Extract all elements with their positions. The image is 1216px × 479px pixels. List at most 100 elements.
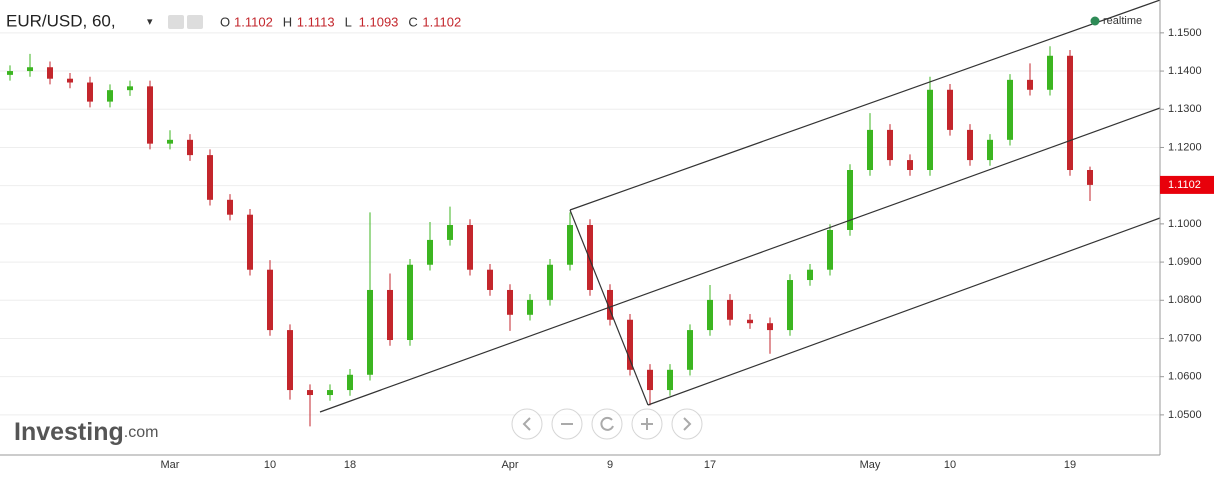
y-tick-label: 1.0800 <box>1168 294 1202 306</box>
candle-body <box>647 369 653 391</box>
candle-body <box>547 264 553 300</box>
axis-labels: 1.0500 1.0600 1.0700 1.0800 1.0900 1.1000 1.11… <box>161 27 1214 471</box>
candle-body <box>1087 170 1093 185</box>
x-tick-label: 9 <box>607 459 613 471</box>
candle-body <box>147 86 153 144</box>
candle-body <box>567 225 573 265</box>
y-tick-label: 1.1200 <box>1168 141 1202 153</box>
watermark-brand: Investing <box>14 418 124 446</box>
candle-body <box>227 199 233 215</box>
ohlc: O 1.1102 H 1.1113 L 1.1093 C 1.1102 <box>220 14 461 29</box>
settings-button[interactable] <box>187 15 203 29</box>
candle-body <box>1067 55 1073 171</box>
channel-median <box>319 107 1161 413</box>
ohlc-key: H <box>283 14 292 29</box>
status-dot <box>1090 16 1100 26</box>
candle-body <box>507 289 513 315</box>
candle-body <box>607 289 613 320</box>
candle-body <box>747 319 753 324</box>
x-tick-label: Apr <box>501 459 518 471</box>
y-tick-label: 1.0700 <box>1168 332 1202 344</box>
ohlc-value: 1.1102 <box>234 14 273 29</box>
dropdown-icon[interactable]: ▾ <box>147 16 153 28</box>
y-tick-label: 1.0900 <box>1168 256 1202 268</box>
reset-glyph <box>600 416 614 431</box>
candle-body <box>887 129 893 161</box>
candle-body <box>787 280 793 331</box>
channel-lower <box>647 217 1161 406</box>
right-glyph <box>683 417 692 431</box>
candle-body <box>907 160 913 171</box>
x-tick-label: Mar <box>161 459 180 471</box>
x-tick-label: 18 <box>344 459 356 471</box>
candle-body <box>67 78 73 83</box>
candle-body <box>467 225 473 270</box>
candle-body <box>87 82 93 102</box>
symbol: EUR/USD, 60, <box>6 11 116 30</box>
candle-body <box>847 170 853 230</box>
x-tick-label: 19 <box>1064 459 1076 471</box>
candle-body <box>267 269 273 331</box>
scroll-right[interactable] <box>671 408 703 440</box>
ohlc-value: 1.1113 <box>297 14 335 29</box>
candle-body <box>827 229 833 270</box>
y-tick-label: 1.1000 <box>1168 218 1202 230</box>
candle-body <box>27 67 33 72</box>
candle-body <box>307 390 313 396</box>
ohlc-key: C <box>408 14 417 29</box>
candle-body <box>987 139 993 161</box>
watermark: Investing.com <box>14 418 158 446</box>
candle-body <box>707 299 713 331</box>
candle-body <box>407 264 413 341</box>
candle-body <box>667 369 673 391</box>
last-price-tag <box>1160 175 1214 194</box>
candle-body <box>1007 79 1013 140</box>
candle-body <box>727 299 733 320</box>
y-tick-label: 1.1400 <box>1168 65 1202 77</box>
candle-body <box>1027 79 1033 90</box>
candle-body <box>167 139 173 144</box>
pitchfork <box>319 0 1161 413</box>
y-tick-label: 1.1500 <box>1168 27 1202 39</box>
candle-body <box>1047 55 1053 90</box>
nav-glyphs <box>522 416 692 431</box>
candle-body <box>927 89 933 171</box>
candle-body <box>427 239 433 265</box>
candle-body <box>7 71 13 75</box>
candle-body <box>687 330 693 370</box>
ohlc-value: 1.1102 <box>422 14 461 29</box>
candle-body <box>447 225 453 240</box>
candle-body <box>867 129 873 171</box>
scroll-left[interactable] <box>511 408 543 440</box>
y-tick-label: 1.0600 <box>1168 371 1202 383</box>
candle-body <box>367 289 373 375</box>
candle-body <box>587 225 593 290</box>
candle-body <box>247 214 253 270</box>
candle-body <box>807 269 813 281</box>
candle-body <box>47 67 53 79</box>
ohlc-key: O <box>220 14 230 29</box>
candle-body <box>327 390 333 396</box>
x-tick-label: May <box>860 459 881 471</box>
candle-body <box>487 269 493 290</box>
candle-body <box>527 299 533 315</box>
candle-body <box>187 139 193 156</box>
grid <box>0 32 1160 416</box>
reset[interactable] <box>591 408 623 440</box>
last-price-label: 1.1102 <box>1168 179 1201 191</box>
left-glyph <box>522 417 531 431</box>
ohlc-value: 1.1093 <box>359 14 399 29</box>
candle-body <box>347 374 353 391</box>
x-tick-label: 17 <box>704 459 716 471</box>
status: realtime <box>1103 15 1142 27</box>
candles <box>7 46 1093 427</box>
candle-body <box>967 129 973 161</box>
y-tick-label: 1.1300 <box>1168 103 1202 115</box>
candle-body <box>387 289 393 341</box>
candle-body <box>627 319 633 370</box>
candle-body <box>127 86 133 91</box>
x-tick-label: 10 <box>264 459 276 471</box>
eye-button[interactable] <box>168 15 184 29</box>
